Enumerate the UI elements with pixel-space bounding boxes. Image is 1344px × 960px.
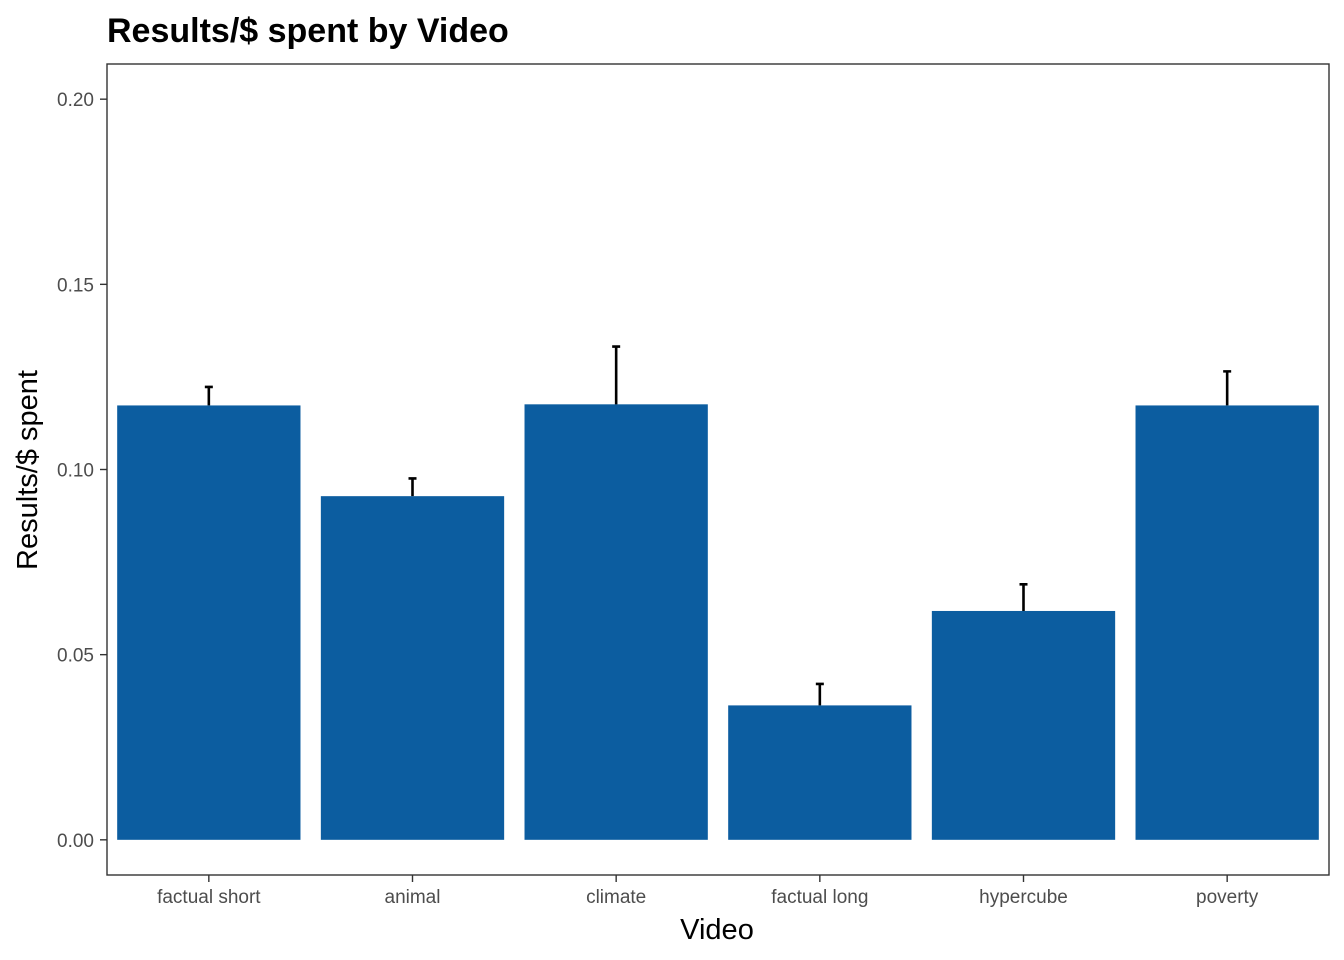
errorbar-poverty: [1223, 370, 1232, 406]
errorbar-hypercube: [1019, 582, 1028, 611]
bar-poverty: [1135, 405, 1319, 840]
bar-factual-short: [117, 405, 301, 840]
y-axis: 0.00 0.05 0.10 0.15 0.20: [57, 90, 107, 852]
y-tick-label: 0.00: [57, 831, 94, 852]
x-tick-label: factual long: [771, 887, 868, 908]
x-tick-label: climate: [586, 887, 646, 908]
bar-animal: [320, 496, 505, 840]
y-axis-title: Results/$ spent: [12, 370, 44, 570]
bars-group: [117, 404, 1319, 840]
x-axis-title: Video: [680, 914, 754, 946]
x-tick-label: animal: [385, 887, 441, 908]
x-tick-label: poverty: [1196, 887, 1259, 908]
x-tick-label: hypercube: [979, 887, 1068, 908]
y-tick-label: 0.10: [57, 461, 94, 482]
x-tick-label: factual short: [157, 887, 261, 908]
errorbar-factual-long: [815, 682, 824, 706]
bar-climate: [524, 404, 708, 840]
errorbar-animal: [408, 477, 417, 497]
errorbar-climate: [612, 345, 621, 405]
y-tick-label: 0.05: [57, 646, 94, 667]
y-tick-label: 0.20: [57, 90, 94, 111]
errorbars-group: [204, 345, 1232, 706]
y-tick-label: 0.15: [57, 275, 94, 296]
bar-hypercube: [931, 610, 1116, 840]
x-axis: factual short animal climate factual long hy…: [157, 875, 1259, 908]
chart-title: Results/$ spent by Video: [107, 12, 509, 50]
errorbar-factual-short: [204, 385, 213, 406]
bar-factual-long: [728, 705, 912, 840]
